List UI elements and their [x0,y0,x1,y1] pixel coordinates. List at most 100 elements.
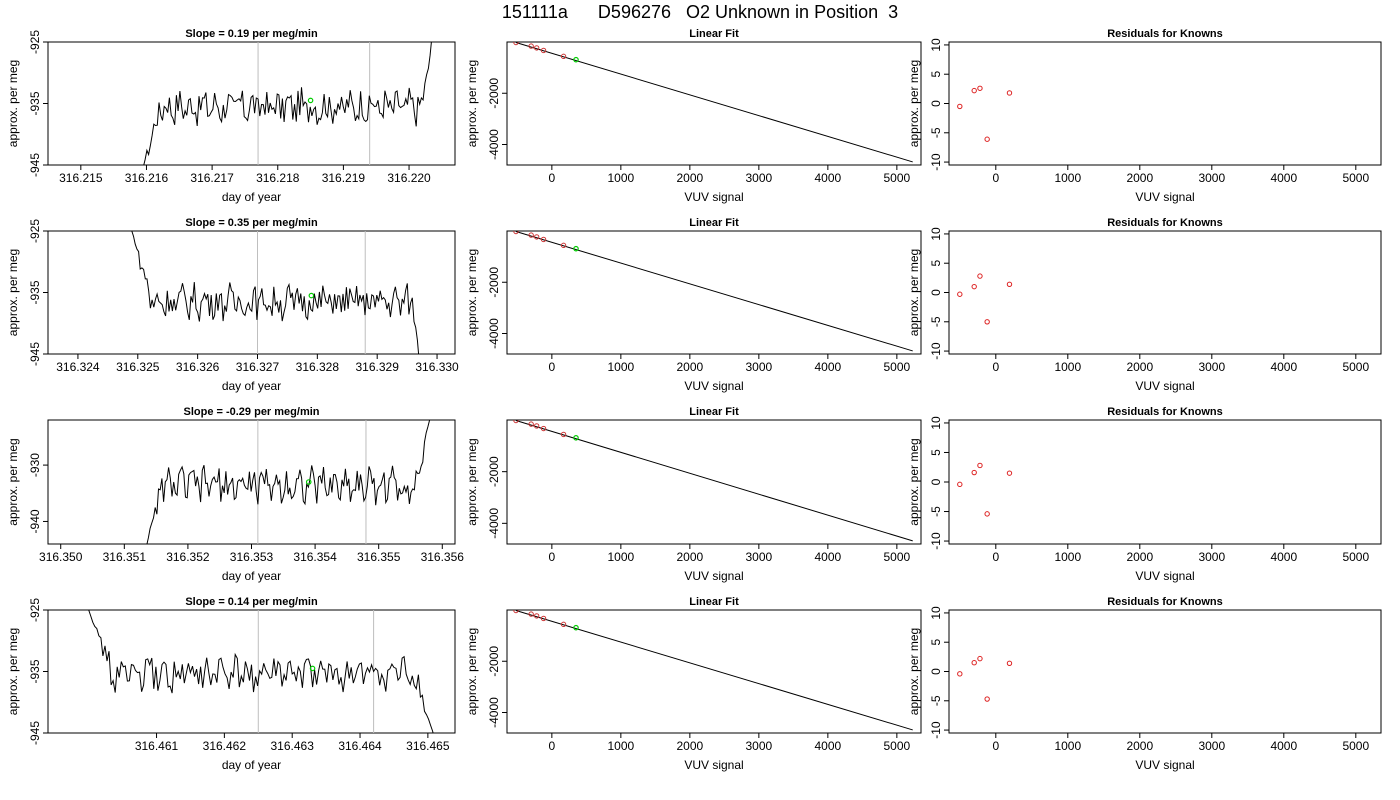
x-tick-label: 5000 [883,550,910,564]
residual-point [1006,470,1013,476]
unknown-sample-point [308,292,315,299]
x-tick-label: 1000 [607,550,634,564]
y-tick-label: -925 [28,30,42,54]
panel-title: Slope = -0.29 per meg/min [183,406,319,418]
known-standard-point [560,431,567,438]
panel-linear-fit-row4: Linear Fit 0 1000 2000 3000 4000 5000 -2000 -400… [465,596,922,772]
x-axis-label: day of year [222,758,281,772]
plot-area [146,420,431,544]
y-axis-label: approx. per meg [465,438,479,525]
known-standard-point [540,615,547,622]
y-tick-label: -945 [28,153,42,177]
x-axis-label: day of year [222,569,281,583]
x-tick-label: 316.354 [293,550,337,564]
x-tick-label: 4000 [1270,739,1297,753]
y-tick-label: 5 [929,71,943,78]
x-tick-label: 316.218 [256,171,300,185]
panel-title: Residuals for Knowns [1107,406,1223,418]
known-standard-point [560,621,567,628]
x-tick-label: 5000 [1342,360,1369,374]
x-tick-label: 1000 [607,739,634,753]
plot-area [513,610,913,731]
panel-title: Linear Fit [689,28,739,40]
known-standard-point [560,53,567,60]
plot-frame [948,609,1382,734]
residual-point [971,283,977,290]
panel-time-series-row4: Slope = 0.14 per meg/min 316.461 316.462 31… [6,596,456,772]
x-tick-label: 0 [992,550,999,564]
x-tick-label: 4000 [814,360,841,374]
y-tick-label: -925 [28,598,42,622]
y-tick-label: 0 [929,289,943,296]
residual-point [971,469,977,476]
x-tick-label: 316.350 [39,550,83,564]
y-axis-label: approx. per meg [907,438,921,525]
x-tick-label: 2000 [1126,171,1153,185]
y-tick-label: -5 [929,127,943,138]
residual-point [957,481,963,488]
x-tick-label: 316.327 [236,360,280,374]
residual-point [1006,281,1013,287]
x-tick-label: 5000 [1342,171,1369,185]
residual-point [977,655,983,662]
x-tick-label: 316.464 [338,739,382,753]
y-tick-label: 10 [929,416,943,430]
x-tick-label: 4000 [1270,171,1297,185]
known-standard-point [513,42,519,46]
y-tick-label: -2000 [487,456,501,487]
signal-trace [88,610,434,733]
x-tick-label: 2000 [676,739,703,753]
plot-area [513,420,913,542]
panel-residuals-row2: Residuals for Knowns 0 1000 2000 3000 4000 500… [907,217,1382,393]
known-standard-point [533,234,540,240]
plot-area [957,655,1013,702]
known-standard-point [533,423,540,429]
x-tick-label: 0 [992,171,999,185]
y-tick-label: 10 [929,606,943,620]
plot-area [131,231,420,354]
unknown-sample-point [573,56,579,63]
x-tick-label: 316.465 [406,739,450,753]
x-tick-label: 316.353 [230,550,274,564]
residual-point [1006,660,1013,666]
x-tick-label: 3000 [1198,171,1225,185]
panel-residuals-row4: Residuals for Knowns 0 1000 2000 3000 4000 500… [907,596,1382,772]
plot-frame [506,230,922,355]
plot-area [143,42,432,165]
x-tick-label: 316.463 [271,739,315,753]
x-tick-label: 5000 [883,171,910,185]
plot-frame [948,419,1382,545]
signal-trace [131,231,420,354]
residual-point [1006,90,1013,96]
x-tick-label: 5000 [883,739,910,753]
y-tick-label: -2000 [487,78,501,109]
fit-line [515,42,913,163]
x-tick-label: 316.325 [116,360,160,374]
x-tick-label: 316.324 [56,360,100,374]
x-tick-label: 4000 [814,171,841,185]
panel-title: Slope = 0.35 per meg/min [185,217,318,229]
x-tick-label: 316.217 [190,171,234,185]
x-tick-label: 316.461 [135,739,179,753]
residual-point [977,462,983,469]
known-standard-point [540,425,547,432]
y-axis-label: approx. per meg [907,60,921,147]
y-axis-label: approx. per meg [465,628,479,715]
x-tick-label: 4000 [814,550,841,564]
y-tick-label: -5 [929,695,943,706]
x-tick-label: 316.330 [415,360,459,374]
plot-area [957,462,1013,517]
panel-title: Linear Fit [689,406,739,418]
y-tick-label: -10 [929,153,943,171]
x-tick-label: 3000 [745,739,772,753]
y-tick-label: 5 [929,639,943,646]
x-tick-label: 3000 [745,360,772,374]
panel-title: Slope = 0.14 per meg/min [185,596,318,608]
residual-point [971,660,977,666]
panel-linear-fit-row2: Linear Fit 0 1000 2000 3000 4000 5000 -2000 -400… [465,217,922,393]
x-axis-label: VUV signal [684,758,743,772]
y-tick-label: -935 [28,91,42,115]
x-tick-label: 0 [549,171,556,185]
residual-point [957,291,963,297]
plot-area [957,273,1013,325]
